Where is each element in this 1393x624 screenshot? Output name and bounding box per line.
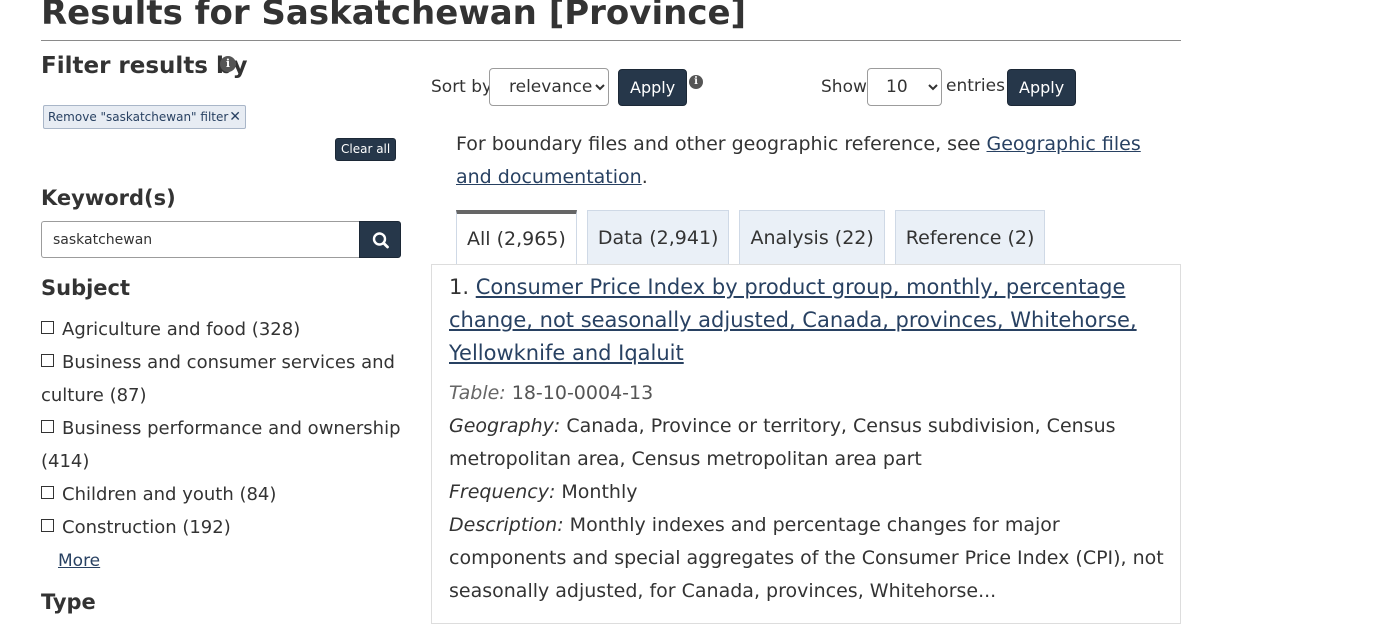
tab-data[interactable]: Data (2,941)	[586, 210, 730, 265]
search-icon	[372, 232, 389, 249]
clear-all-button[interactable]: Clear all	[335, 138, 397, 161]
subject-list: Agriculture and food (328) Business and …	[41, 313, 401, 544]
checkbox[interactable]	[41, 519, 54, 532]
remove-filter-label: Remove "saskatchewan" filter	[48, 110, 229, 124]
checkbox[interactable]	[41, 486, 54, 499]
result-number: 1.	[449, 275, 470, 299]
table-value: 18-10-0004-13	[511, 382, 654, 404]
subject-item-business-services[interactable]: Business and consumer services and cultu…	[41, 346, 401, 412]
checkbox[interactable]	[41, 321, 54, 334]
result-title: 1. Consumer Price Index by product group…	[449, 271, 1149, 370]
subject-item-children-youth[interactable]: Children and youth (84)	[41, 478, 401, 511]
page-title: Results for Saskatchewan [Province]	[41, 0, 747, 33]
result-frequency-line: Frequency: Monthly	[449, 476, 1169, 509]
subject-item-label: Agriculture and food (328)	[62, 319, 301, 340]
notice-text: For boundary files and other geographic …	[456, 133, 987, 155]
sort-label: Sort by	[431, 77, 493, 97]
type-heading: Type	[41, 590, 96, 614]
table-label: Table:	[449, 382, 506, 404]
subject-heading: Subject	[41, 276, 131, 300]
filter-heading: Filter results by	[41, 53, 248, 79]
sort-info-icon[interactable]: i	[689, 75, 703, 89]
subject-item-business-performance[interactable]: Business performance and ownership (414)	[41, 412, 401, 478]
keyword-heading: Keyword(s)	[41, 186, 176, 210]
subject-item-construction[interactable]: Construction (192)	[41, 511, 401, 544]
result-table-line: Table: 18-10-0004-13	[449, 377, 1169, 410]
result-tabs: All (2,965) Data (2,941) Analysis (22) R…	[456, 210, 1055, 265]
geographic-notice: For boundary files and other geographic …	[456, 128, 1181, 194]
result-geography-line: Geography: Canada, Province or territory…	[449, 410, 1169, 476]
result-description-line: Description: Monthly indexes and percent…	[449, 509, 1169, 608]
subject-item-label: Construction (192)	[62, 517, 231, 538]
description-label: Description:	[449, 514, 564, 536]
tab-reference[interactable]: Reference (2)	[894, 210, 1046, 265]
sort-apply-button[interactable]: Apply	[618, 69, 688, 106]
subject-item-label: Business and consumer services and cultu…	[41, 352, 395, 406]
info-icon[interactable]: i	[220, 56, 236, 72]
tab-analysis[interactable]: Analysis (22)	[739, 210, 885, 265]
results-panel	[431, 264, 1181, 624]
subject-item-label: Children and youth (84)	[62, 484, 277, 505]
geography-label: Geography:	[449, 415, 561, 437]
show-label: Show	[821, 77, 867, 97]
sort-select[interactable]: relevance	[489, 68, 609, 106]
result-metadata: Table: 18-10-0004-13 Geography: Canada, …	[449, 377, 1169, 608]
more-subjects-link[interactable]: More	[58, 551, 101, 571]
keyword-search-button[interactable]	[359, 221, 401, 258]
remove-filter-chip[interactable]: Remove "saskatchewan" filter✕	[43, 105, 247, 129]
frequency-label: Frequency:	[449, 481, 556, 503]
checkbox[interactable]	[41, 420, 54, 433]
result-title-link[interactable]: Consumer Price Index by product group, m…	[449, 275, 1137, 365]
tab-all[interactable]: All (2,965)	[456, 210, 577, 265]
subject-item-agriculture[interactable]: Agriculture and food (328)	[41, 313, 401, 346]
title-divider	[41, 40, 1181, 41]
geographic-files-link[interactable]: Geographic files and documentation	[456, 133, 1141, 188]
geography-value: Canada, Province or territory, Census su…	[449, 415, 1116, 470]
entries-select[interactable]: 10	[867, 68, 942, 106]
description-value: Monthly indexes and percentage changes f…	[449, 514, 1164, 602]
close-icon: ✕	[229, 109, 242, 125]
checkbox[interactable]	[41, 354, 54, 367]
subject-item-label: Business performance and ownership (414)	[41, 418, 401, 472]
keyword-input[interactable]	[41, 221, 360, 258]
entries-label: entries	[946, 76, 1005, 96]
show-apply-button[interactable]: Apply	[1007, 69, 1077, 106]
frequency-value: Monthly	[561, 481, 638, 503]
notice-end: .	[641, 166, 648, 188]
